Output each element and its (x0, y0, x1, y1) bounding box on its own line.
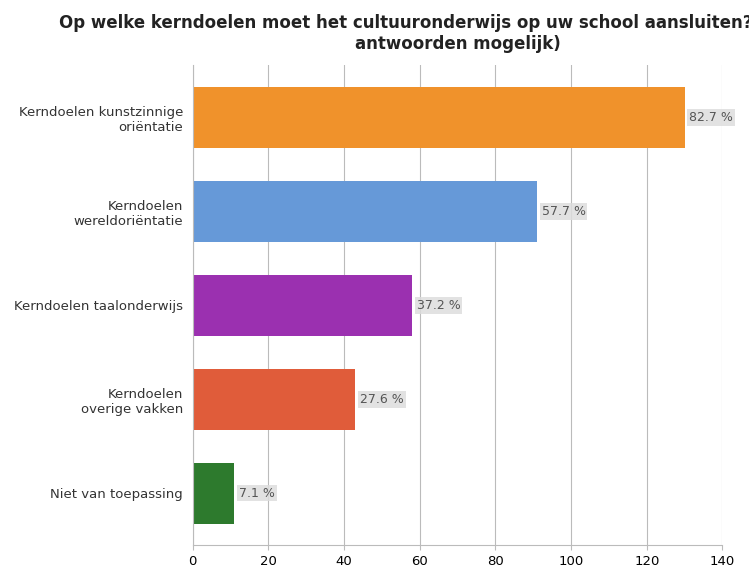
Bar (192, 369, 355, 430)
Bar (192, 87, 685, 148)
Title: Op welke kerndoelen moet het cultuuronderwijs op uw school aansluiten? (meerdere: Op welke kerndoelen moet het cultuuronde… (58, 14, 749, 53)
Text: 27.6 %: 27.6 % (360, 393, 404, 406)
Text: 37.2 %: 37.2 % (416, 299, 461, 312)
Text: 7.1 %: 7.1 % (239, 487, 275, 499)
Text: 82.7 %: 82.7 % (689, 111, 733, 124)
Bar (192, 181, 537, 242)
Text: 57.7 %: 57.7 % (542, 205, 586, 218)
Bar (192, 463, 234, 524)
Bar (192, 275, 412, 336)
